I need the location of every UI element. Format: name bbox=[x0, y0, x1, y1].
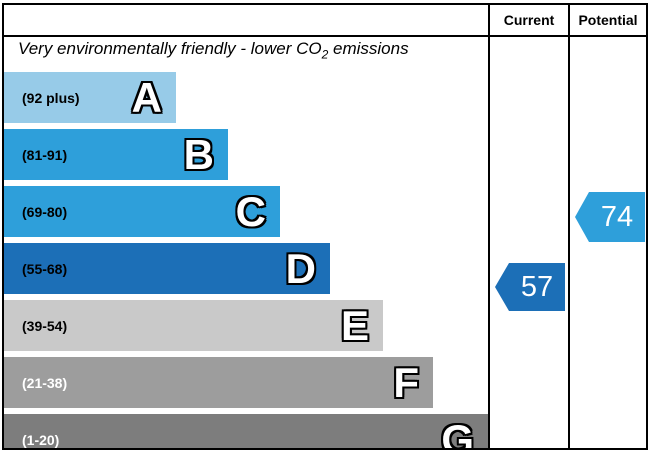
band-f-range-label: (21-38) bbox=[22, 374, 68, 391]
band-e: (39-54) E bbox=[4, 300, 383, 351]
column-divider-potential bbox=[568, 37, 570, 448]
band-b: (81-91) B bbox=[4, 129, 228, 180]
header-potential-label: Potential bbox=[568, 5, 646, 35]
band-b-letter: B bbox=[183, 130, 214, 178]
current-rating-arrow: 57 bbox=[495, 263, 565, 311]
band-d-letter: D bbox=[285, 244, 316, 292]
potential-rating-value: 74 bbox=[600, 200, 634, 233]
band-c: (69-80) C bbox=[4, 186, 280, 237]
band-d-range-label: (55-68) bbox=[22, 260, 68, 277]
chart-title-text-suffix: emissions bbox=[328, 39, 409, 58]
band-a-range-label: (92 plus) bbox=[22, 89, 80, 106]
band-a-letter: A bbox=[131, 73, 162, 121]
band-a: (92 plus) A bbox=[4, 72, 176, 123]
header-spacer bbox=[4, 5, 488, 35]
band-g-letter: G bbox=[441, 415, 474, 450]
chart-title-subscript: 2 bbox=[321, 47, 329, 62]
potential-rating-arrow: 74 bbox=[575, 192, 645, 242]
chart-title: Very environmentally friendly - lower CO… bbox=[18, 39, 480, 61]
band-g: (1-20) G bbox=[4, 414, 488, 450]
band-g-range-label: (1-20) bbox=[22, 431, 60, 448]
column-divider-current bbox=[488, 37, 490, 448]
band-d: (55-68) D bbox=[4, 243, 330, 294]
chart-title-text: Very environmentally friendly - lower CO bbox=[18, 39, 322, 58]
current-rating-value: 57 bbox=[520, 270, 554, 303]
band-e-range-label: (39-54) bbox=[22, 317, 68, 334]
band-f-letter: F bbox=[393, 358, 419, 406]
header-current-label: Current bbox=[488, 5, 568, 35]
band-e-letter: E bbox=[340, 301, 369, 349]
chart-frame: Current Potential Very environmentally f… bbox=[2, 3, 648, 450]
band-c-range-label: (69-80) bbox=[22, 203, 68, 220]
band-c-letter: C bbox=[235, 187, 266, 235]
header-row: Current Potential bbox=[4, 5, 646, 37]
band-f: (21-38) F bbox=[4, 357, 433, 408]
band-b-range-label: (81-91) bbox=[22, 146, 68, 163]
